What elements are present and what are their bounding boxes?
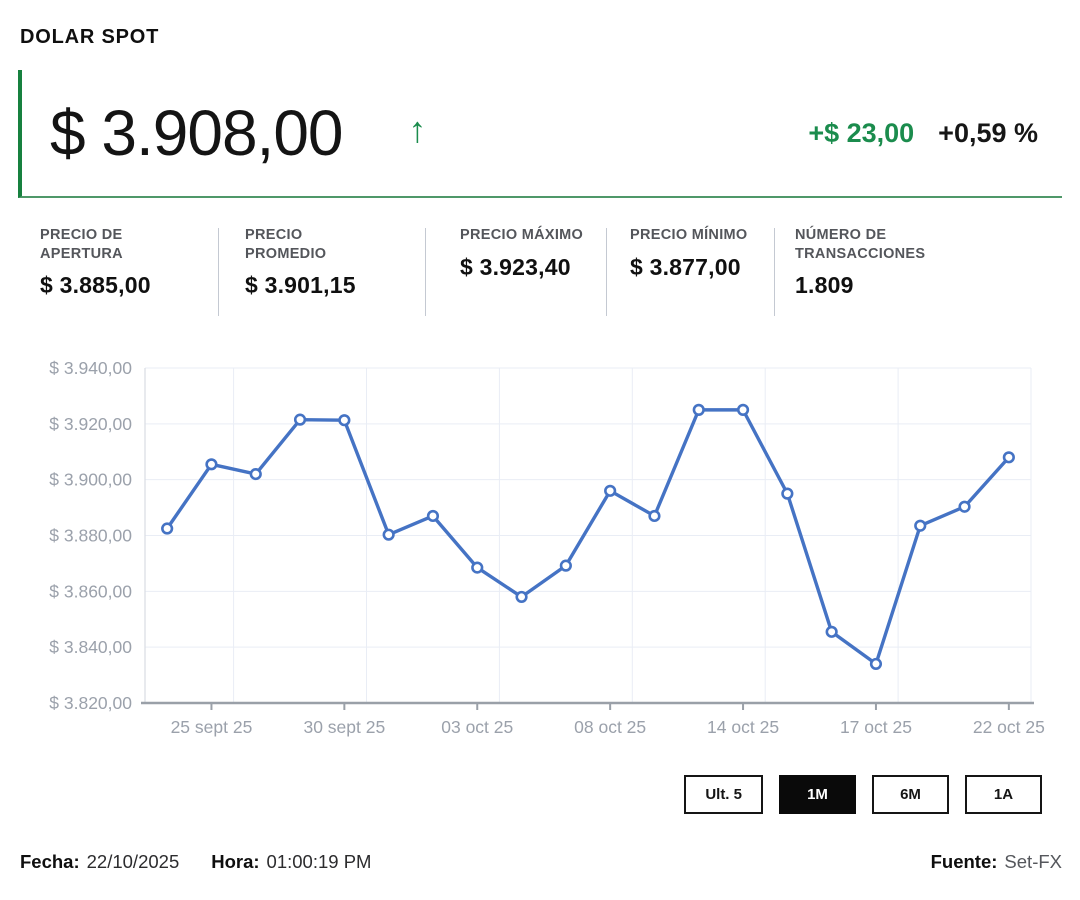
x-axis-label: 14 oct 25 xyxy=(707,717,779,737)
stat-precio-minimo: PRECIO MÍNIMO $ 3.877,00 xyxy=(630,226,778,281)
stat-precio-apertura: PRECIO DE APERTURA $ 3.885,00 xyxy=(40,226,220,299)
stats-row: PRECIO DE APERTURA $ 3.885,00 PRECIO PRO… xyxy=(0,226,1080,326)
stat-divider xyxy=(218,228,219,316)
page-title: DOLAR SPOT xyxy=(20,26,160,48)
data-point-marker xyxy=(604,484,617,497)
stat-value: $ 3.901,15 xyxy=(245,272,356,299)
y-axis-label: $ 3.900,00 xyxy=(49,470,132,490)
data-point-marker xyxy=(249,467,262,481)
data-point-marker xyxy=(338,414,351,427)
current-price-panel: $ 3.908,00 ↑ +$ 23,00 +0,59 % xyxy=(18,70,1062,198)
x-axis-label: 22 oct 25 xyxy=(973,717,1045,737)
data-point-marker xyxy=(382,528,395,541)
range-button-ult5[interactable]: Ult. 5 xyxy=(684,775,763,814)
y-axis-label: $ 3.820,00 xyxy=(49,693,132,713)
data-point-marker xyxy=(1002,451,1015,464)
data-point-marker xyxy=(781,487,794,500)
x-axis-label: 30 sept 25 xyxy=(303,717,385,737)
footer: Fecha: 22/10/2025 Hora: 01:00:19 PM Fuente… xyxy=(20,851,1062,873)
stat-numero-transacciones: NÚMERO DE TRANSACCIONES 1.809 xyxy=(795,226,1045,299)
stat-divider xyxy=(606,228,607,316)
data-point-marker xyxy=(426,509,440,523)
fuente-label: Fuente: xyxy=(930,851,998,872)
fecha-value: 22/10/2025 xyxy=(86,851,180,872)
data-point-marker xyxy=(293,413,307,426)
fuente-group: Fuente: Set-FX xyxy=(931,851,1062,873)
stat-value: $ 3.877,00 xyxy=(630,253,741,280)
stat-precio-promedio: PRECIO PROMEDIO $ 3.901,15 xyxy=(245,226,410,299)
data-point-marker xyxy=(515,590,528,604)
hora-value: 01:00:19 PM xyxy=(266,851,372,872)
change-absolute: +$ 23,00 xyxy=(808,117,915,148)
range-button-1m[interactable]: 1M xyxy=(779,775,856,814)
x-axis-label: 08 oct 25 xyxy=(574,717,646,737)
y-axis-label: $ 3.920,00 xyxy=(49,414,132,434)
data-point-marker xyxy=(648,509,661,523)
data-point-marker xyxy=(736,403,750,416)
x-axis-label: 25 sept 25 xyxy=(171,717,253,737)
x-axis-label: 03 oct 25 xyxy=(441,717,513,737)
stat-label: PRECIO MÁXIMO xyxy=(460,227,584,243)
stat-divider xyxy=(425,228,426,316)
change-group: +$ 23,00 +0,59 % xyxy=(808,118,1038,149)
price-chart[interactable]: 25 sept 25 30 sept 25 03 oct 25 08 oct 25 14… xyxy=(0,350,1080,750)
data-point-marker xyxy=(914,519,927,532)
stat-precio-maximo: PRECIO MÁXIMO $ 3.923,40 xyxy=(460,226,610,281)
data-point-marker xyxy=(869,657,883,671)
change-percent: +0,59 % xyxy=(938,117,1038,148)
data-point-marker xyxy=(161,522,174,535)
x-axis-label: 17 oct 25 xyxy=(840,717,912,737)
y-axis-label: $ 3.880,00 xyxy=(49,526,132,546)
data-point-marker xyxy=(559,559,572,572)
y-axis-label: $ 3.940,00 xyxy=(49,358,132,378)
fecha-label: Fecha: xyxy=(20,851,80,872)
data-point-marker xyxy=(692,403,705,416)
range-button-6m[interactable]: 6M xyxy=(872,775,949,814)
current-price: $ 3.908,00 xyxy=(50,97,343,169)
stat-label: NÚMERO DE TRANSACCIONES xyxy=(795,227,926,262)
stat-value: 1.809 xyxy=(795,272,854,299)
price-line xyxy=(165,408,1011,666)
data-point-marker xyxy=(205,458,218,471)
range-button-1a[interactable]: 1A xyxy=(965,775,1042,814)
y-axis-label: $ 3.860,00 xyxy=(49,581,132,601)
stat-label: PRECIO DE APERTURA xyxy=(40,227,123,262)
range-selector: Ult. 5 1M 6M 1A xyxy=(684,775,1042,814)
data-point-marker xyxy=(471,561,484,574)
up-arrow-icon: ↑ xyxy=(408,109,427,150)
fuente-value: Set-FX xyxy=(1004,851,1062,872)
price-chart-svg[interactable]: 25 sept 25 30 sept 25 03 oct 25 08 oct 25 14… xyxy=(0,350,1080,750)
fecha-group: Fecha: 22/10/2025 xyxy=(20,851,179,873)
stat-value: $ 3.885,00 xyxy=(40,272,151,299)
stat-value: $ 3.923,40 xyxy=(460,253,571,280)
y-axis-label: $ 3.840,00 xyxy=(49,637,132,657)
stat-label: PRECIO PROMEDIO xyxy=(245,227,327,262)
stat-divider xyxy=(774,228,775,316)
hora-group: Hora: 01:00:19 PM xyxy=(211,851,371,873)
data-point-marker xyxy=(958,500,971,513)
stat-label: PRECIO MÍNIMO xyxy=(630,227,748,243)
data-point-marker xyxy=(825,625,838,638)
hora-label: Hora: xyxy=(211,851,260,872)
